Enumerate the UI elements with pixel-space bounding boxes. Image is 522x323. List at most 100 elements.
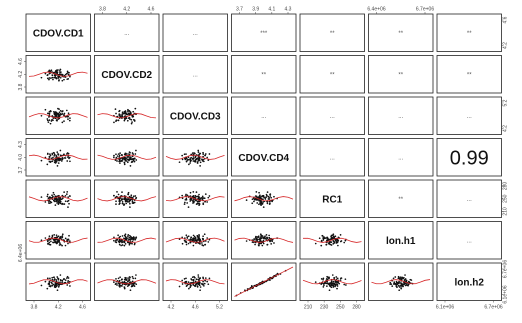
scatter-point [53, 278, 56, 280]
scatter-point [124, 152, 127, 155]
scatter-point [61, 244, 63, 247]
panel-frame [299, 96, 365, 135]
scatter-point [197, 276, 200, 278]
diagonal-label: RC1 [322, 194, 342, 205]
scatter-point [321, 234, 324, 237]
scatter-point [62, 239, 65, 241]
scatter-point [186, 202, 189, 204]
scatter-point [339, 279, 342, 281]
bottom-tick-label: 3.8 [31, 305, 38, 311]
scatter-point [404, 274, 406, 276]
scatter-point [135, 283, 138, 286]
scatter-point [59, 274, 62, 276]
diagonal-label: CDOV.CD2 [101, 70, 152, 81]
scatter-point [255, 195, 258, 198]
panel-frame [94, 55, 160, 94]
panel-frame [436, 13, 502, 52]
scatter-point [332, 242, 335, 245]
scatter-point [269, 279, 271, 281]
scatter-point [336, 280, 339, 283]
scatter-point [201, 195, 204, 198]
scatter-point [48, 241, 51, 244]
scatter-point [56, 159, 58, 162]
scatter-point [259, 237, 261, 240]
scatter-point [121, 244, 124, 246]
scatter-point [118, 200, 121, 203]
scatter-point [59, 76, 62, 79]
scatter-point [190, 278, 193, 281]
scatter-point [135, 274, 137, 276]
scatter-point [118, 203, 121, 205]
scatter-point [409, 278, 412, 281]
scatter-point [195, 278, 198, 281]
scatter-point [129, 276, 131, 279]
scatter-point [57, 114, 60, 116]
scatter-point [119, 162, 121, 164]
scatter-point [56, 236, 58, 238]
scatter-point [129, 151, 131, 154]
scatter-point [65, 109, 68, 112]
scatter-point [58, 70, 61, 72]
fit-line [28, 154, 88, 160]
scatter-point [47, 202, 50, 204]
scatter-point [328, 289, 331, 292]
scatter-point [59, 73, 62, 76]
scatter-point [325, 243, 328, 246]
scatter-point [58, 111, 61, 114]
scatter-point [121, 198, 124, 200]
scatter-point [131, 202, 134, 204]
scatter-point [403, 276, 405, 279]
scatter-point [258, 191, 260, 194]
scatter-point [259, 240, 262, 242]
scatter-point [206, 237, 209, 239]
scatter-point [52, 199, 55, 202]
scatter-point [394, 276, 397, 278]
scatter-point [128, 236, 131, 239]
panel-r3-c0 [25, 138, 91, 177]
panel-r5-c3 [231, 221, 297, 260]
scatter-point [184, 280, 187, 283]
scatter-point [320, 278, 323, 280]
scatter-point [332, 233, 335, 236]
scatter-point [55, 198, 58, 201]
scatter-point [332, 235, 335, 238]
scatter-point [404, 284, 407, 287]
scatter-point [253, 241, 255, 244]
scatter-point [57, 112, 60, 115]
scatter-point [134, 195, 137, 197]
panel-r0-c4: ** [299, 13, 365, 52]
scatter-point [117, 119, 120, 122]
scatter-point [127, 110, 129, 113]
scatter-point [59, 196, 62, 199]
scatter-point [53, 234, 56, 236]
scatter-point [405, 279, 408, 282]
panel-r6-c3 [231, 262, 297, 301]
scatter-point [118, 240, 121, 242]
scatter-point [58, 198, 61, 200]
scatter-point [391, 285, 394, 287]
panel-r6-c5 [368, 262, 434, 301]
scatter-point [55, 234, 58, 237]
scatter-point [181, 154, 184, 157]
bottom-tick-label: 280 [352, 305, 361, 311]
scatter-point [124, 277, 127, 280]
scatter-point [67, 156, 69, 159]
scatter-point [196, 157, 199, 160]
scatter-point [258, 195, 261, 198]
panel-frame [94, 262, 160, 301]
scatter-point [207, 241, 210, 243]
panel-r3-c3: CDOV.CD4 [231, 138, 297, 177]
panel-r4-c5: ** [368, 179, 434, 218]
scatter-point [55, 112, 58, 115]
bottom-tick-label: 230 [320, 305, 329, 311]
scatter-point [196, 202, 199, 205]
scatter-point [185, 153, 187, 155]
panel-r0-c2: ... [162, 13, 228, 52]
scatter-point [245, 240, 248, 242]
panel-r0-c6: ** [436, 13, 502, 52]
scatter-point [124, 160, 127, 162]
scatter-point [54, 283, 57, 286]
scatter-point [57, 200, 60, 203]
scatter-point [49, 277, 51, 280]
scatter-point [328, 282, 331, 285]
